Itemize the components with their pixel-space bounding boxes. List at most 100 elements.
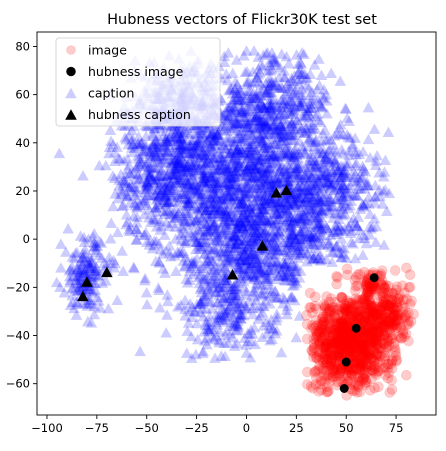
caption-point: [295, 184, 308, 196]
caption-point: [60, 246, 72, 257]
caption-point: [255, 180, 268, 191]
caption-point: [240, 304, 252, 315]
caption-point: [238, 228, 250, 240]
y-tick-label: 40: [15, 136, 30, 150]
caption-point: [233, 250, 245, 262]
caption-point: [181, 161, 193, 172]
caption-point: [126, 124, 138, 136]
caption-point: [267, 323, 279, 335]
caption-point: [206, 171, 219, 183]
caption-point: [245, 324, 257, 335]
caption-point: [128, 262, 140, 274]
caption-point: [224, 235, 237, 247]
caption-point: [211, 181, 224, 192]
caption-point: [336, 160, 349, 172]
caption-point: [180, 143, 192, 155]
caption-point: [297, 247, 309, 259]
caption-point: [245, 207, 258, 218]
caption-point: [309, 123, 322, 134]
caption-point: [223, 171, 236, 182]
caption-point: [225, 147, 237, 158]
caption-point: [252, 313, 265, 324]
caption-point: [238, 175, 250, 186]
caption-point: [283, 106, 296, 117]
caption-point: [354, 203, 367, 214]
caption-point: [218, 193, 230, 204]
caption-point: [236, 265, 249, 277]
caption-point: [160, 145, 173, 157]
caption-point: [231, 194, 244, 205]
image-point: [345, 309, 357, 321]
caption-point: [262, 124, 275, 135]
caption-point: [184, 194, 196, 206]
caption-point: [247, 238, 260, 250]
caption-point: [252, 170, 265, 182]
caption-point: [231, 302, 243, 313]
caption-point: [234, 85, 246, 96]
caption-point: [236, 94, 248, 106]
caption-point: [203, 325, 215, 337]
caption-point: [76, 252, 89, 263]
caption-point: [283, 269, 296, 280]
caption-point: [234, 217, 247, 228]
caption-point: [284, 221, 297, 232]
caption-point: [251, 267, 264, 278]
caption-point: [229, 238, 242, 249]
caption-point: [281, 300, 294, 312]
caption-point: [123, 225, 136, 237]
caption-point: [144, 146, 156, 157]
caption-point: [302, 141, 314, 152]
caption-point: [255, 199, 268, 210]
caption-point: [208, 152, 220, 163]
caption-point: [288, 69, 301, 81]
caption-point: [240, 243, 253, 255]
caption-point: [238, 198, 250, 210]
caption-point: [309, 155, 321, 166]
caption-point: [309, 179, 321, 191]
caption-point: [195, 218, 207, 229]
caption-point: [190, 236, 202, 247]
caption-point: [221, 103, 234, 114]
caption-point: [208, 153, 221, 164]
caption-point: [230, 222, 243, 234]
caption-point: [232, 315, 245, 327]
caption-point: [196, 195, 209, 206]
caption-point: [278, 274, 290, 285]
image-point: [344, 344, 355, 356]
caption-point: [174, 139, 186, 150]
caption-point: [204, 130, 217, 141]
caption-point: [236, 107, 248, 119]
caption-point: [276, 201, 289, 213]
caption-point: [286, 291, 299, 303]
caption-point: [224, 169, 236, 181]
caption-point: [270, 257, 283, 268]
caption-point: [235, 250, 248, 262]
y-tick-label: 60: [15, 88, 30, 102]
caption-point: [319, 152, 332, 163]
caption-point: [248, 159, 261, 170]
caption-point: [342, 169, 354, 181]
caption-point: [244, 116, 257, 127]
caption-point: [250, 123, 262, 135]
caption-point: [196, 347, 209, 359]
image-point: [366, 282, 377, 294]
caption-point: [177, 139, 190, 151]
caption-point: [242, 259, 255, 271]
caption-point: [244, 241, 256, 253]
image-point: [359, 316, 371, 327]
caption-point: [347, 138, 359, 150]
caption-point: [243, 177, 255, 188]
caption-point: [263, 162, 275, 173]
caption-point: [247, 273, 260, 285]
caption-point: [253, 212, 265, 224]
caption-point: [317, 127, 329, 139]
caption-point: [226, 88, 239, 99]
caption-point: [235, 93, 247, 104]
caption-point: [254, 85, 267, 96]
caption-point: [217, 199, 230, 210]
caption-point: [199, 121, 211, 133]
caption-point: [376, 198, 389, 209]
caption-point: [270, 199, 282, 211]
caption-point: [245, 150, 258, 162]
